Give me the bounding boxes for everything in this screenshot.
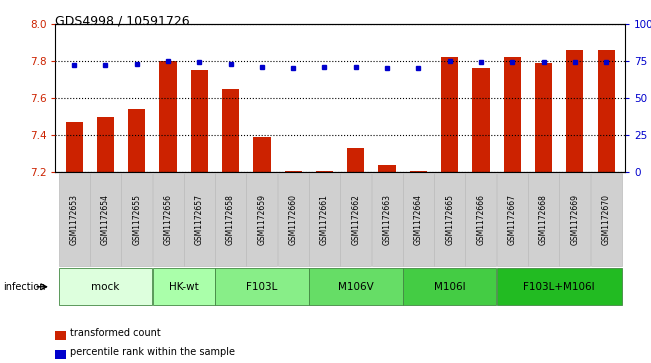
Bar	[253, 137, 271, 172]
Text: GSM1172661: GSM1172661	[320, 194, 329, 245]
FancyBboxPatch shape	[559, 174, 590, 266]
Text: HK-wt: HK-wt	[169, 282, 199, 292]
Bar	[55, 350, 66, 359]
Text: GSM1172668: GSM1172668	[539, 194, 548, 245]
FancyBboxPatch shape	[309, 268, 402, 305]
Bar	[504, 57, 521, 172]
FancyBboxPatch shape	[215, 268, 309, 305]
FancyBboxPatch shape	[309, 174, 340, 266]
Bar	[284, 171, 302, 172]
Text: percentile rank within the sample: percentile rank within the sample	[70, 347, 234, 357]
FancyBboxPatch shape	[90, 174, 121, 266]
FancyBboxPatch shape	[215, 174, 246, 266]
Text: GSM1172658: GSM1172658	[226, 194, 235, 245]
FancyBboxPatch shape	[152, 268, 215, 305]
Bar	[159, 61, 176, 172]
Text: M106V: M106V	[338, 282, 374, 292]
FancyBboxPatch shape	[497, 174, 528, 266]
Bar	[441, 57, 458, 172]
Text: GSM1172662: GSM1172662	[352, 194, 360, 245]
Bar	[316, 171, 333, 172]
FancyBboxPatch shape	[372, 174, 402, 266]
FancyBboxPatch shape	[403, 174, 434, 266]
Text: M106I: M106I	[434, 282, 465, 292]
FancyBboxPatch shape	[121, 174, 152, 266]
Bar	[409, 171, 427, 172]
FancyBboxPatch shape	[403, 268, 497, 305]
Bar	[191, 70, 208, 172]
Text: mock: mock	[91, 282, 120, 292]
Bar	[473, 68, 490, 172]
Text: GSM1172654: GSM1172654	[101, 194, 110, 245]
Text: GSM1172670: GSM1172670	[602, 194, 611, 245]
FancyBboxPatch shape	[247, 174, 277, 266]
Text: GSM1172656: GSM1172656	[163, 194, 173, 245]
Text: F103L+M106I: F103L+M106I	[523, 282, 595, 292]
Text: infection: infection	[3, 282, 46, 292]
Text: GSM1172664: GSM1172664	[414, 194, 423, 245]
Text: F103L: F103L	[246, 282, 277, 292]
FancyBboxPatch shape	[59, 174, 90, 266]
FancyBboxPatch shape	[152, 174, 184, 266]
FancyBboxPatch shape	[434, 174, 465, 266]
Text: transformed count: transformed count	[70, 328, 160, 338]
Bar	[97, 117, 114, 172]
FancyBboxPatch shape	[184, 174, 215, 266]
Bar	[378, 165, 396, 172]
Text: GSM1172663: GSM1172663	[383, 194, 392, 245]
FancyBboxPatch shape	[278, 174, 309, 266]
Text: GSM1172660: GSM1172660	[288, 194, 298, 245]
Text: GSM1172666: GSM1172666	[477, 194, 486, 245]
Text: GSM1172653: GSM1172653	[70, 194, 79, 245]
Text: GSM1172665: GSM1172665	[445, 194, 454, 245]
Bar	[535, 63, 552, 172]
Bar	[598, 50, 615, 172]
Bar	[222, 89, 239, 172]
Bar	[66, 122, 83, 172]
Bar	[128, 109, 145, 172]
Bar	[347, 148, 365, 172]
Text: GSM1172657: GSM1172657	[195, 194, 204, 245]
Text: GSM1172655: GSM1172655	[132, 194, 141, 245]
FancyBboxPatch shape	[497, 268, 622, 305]
FancyBboxPatch shape	[465, 174, 497, 266]
FancyBboxPatch shape	[340, 174, 371, 266]
Text: GSM1172667: GSM1172667	[508, 194, 517, 245]
Bar	[55, 331, 66, 340]
FancyBboxPatch shape	[59, 268, 152, 305]
FancyBboxPatch shape	[528, 174, 559, 266]
FancyBboxPatch shape	[590, 174, 622, 266]
Bar	[566, 50, 583, 172]
Text: GSM1172669: GSM1172669	[570, 194, 579, 245]
Text: GDS4998 / 10591726: GDS4998 / 10591726	[55, 15, 190, 28]
Text: GSM1172659: GSM1172659	[257, 194, 266, 245]
